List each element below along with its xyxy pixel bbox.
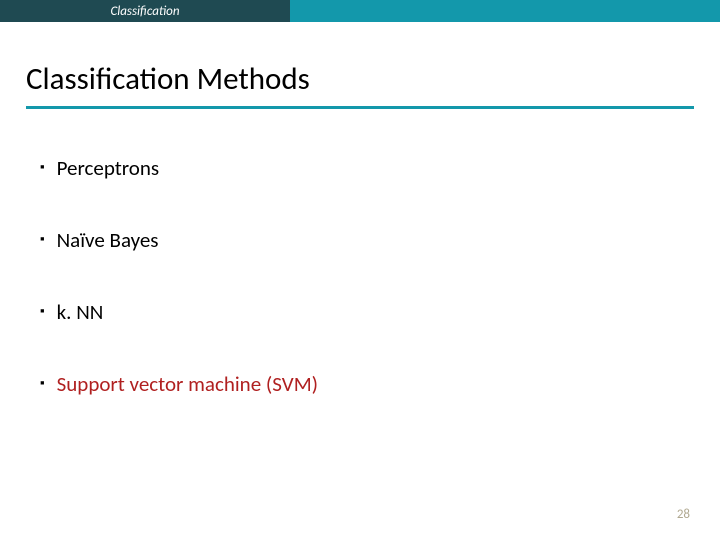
header-accent-bar	[290, 0, 720, 22]
page-number: 28	[677, 507, 690, 522]
slide-title-box: Classification Methods	[26, 60, 694, 109]
bullet-item: ▪ k. NN	[40, 299, 720, 325]
header-label-text: Classification	[110, 4, 179, 19]
slide-title: Classification Methods	[26, 60, 694, 98]
bullet-text: Perceptrons	[57, 155, 160, 181]
bullet-text: k. NN	[57, 299, 104, 325]
bullet-list: ▪ Perceptrons ▪ Naïve Bayes ▪ k. NN ▪ Support v…	[40, 155, 720, 397]
bullet-item: ▪ Perceptrons	[40, 155, 720, 181]
header-bar: Classification	[0, 0, 720, 22]
header-tab-label: Classification	[0, 0, 290, 22]
bullet-text: Support vector machine (SVM)	[57, 371, 318, 397]
bullet-marker-icon: ▪	[40, 371, 45, 397]
bullet-item: ▪ Support vector machine (SVM)	[40, 371, 720, 397]
bullet-marker-icon: ▪	[40, 299, 45, 325]
bullet-marker-icon: ▪	[40, 155, 45, 181]
bullet-item: ▪ Naïve Bayes	[40, 227, 720, 253]
bullet-text: Naïve Bayes	[57, 227, 159, 253]
bullet-marker-icon: ▪	[40, 227, 45, 253]
